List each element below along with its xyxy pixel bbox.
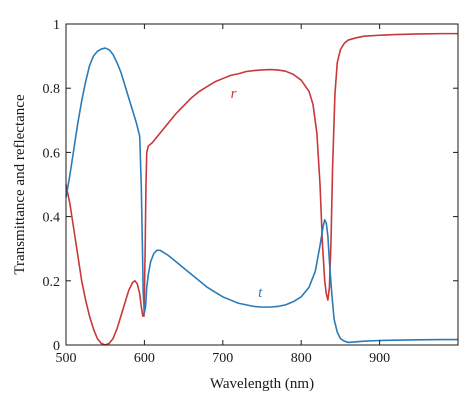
series-label-r: r <box>231 86 237 102</box>
series-line-t <box>65 47 458 344</box>
series-label-t: t <box>258 285 263 301</box>
series-line-r <box>65 32 458 346</box>
x-tick-label: 800 <box>291 351 312 366</box>
y-axis: 0 0.2 0.4 0.6 0.8 1 <box>43 18 458 354</box>
y-tick-label: 0.2 <box>43 275 61 290</box>
series-layer <box>65 32 458 346</box>
x-tick-label: 600 <box>134 351 155 366</box>
plot-frame <box>65 23 459 346</box>
x-tick-label: 900 <box>369 351 390 366</box>
y-axis-label: Transmittance and reflectance <box>12 94 28 275</box>
x-tick-label: 700 <box>212 351 233 366</box>
x-axis: 500 600 700 800 900 <box>56 24 390 366</box>
x-tick-label: 500 <box>56 351 77 366</box>
y-tick-label: 0.4 <box>43 211 61 226</box>
y-tick-label: 0.6 <box>43 146 61 161</box>
y-tick-label: 0.8 <box>43 82 61 97</box>
x-axis-label: Wavelength (nm) <box>210 376 314 392</box>
y-tick-label: 0 <box>53 339 60 354</box>
series-labels: rt <box>231 86 263 301</box>
y-tick-label: 1 <box>53 18 60 33</box>
